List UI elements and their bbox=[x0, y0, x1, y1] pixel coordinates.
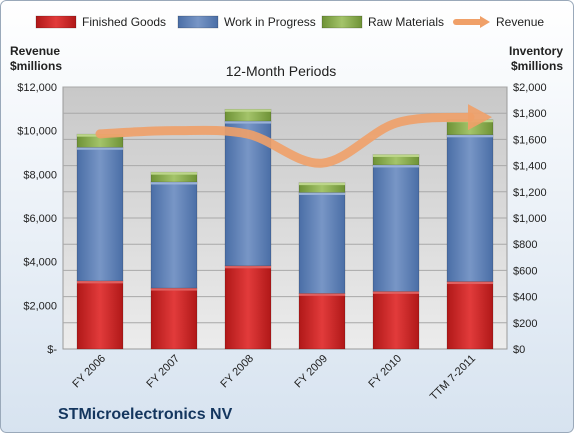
work-in-progress-bar bbox=[373, 165, 419, 291]
left-tick-label: $- bbox=[47, 344, 57, 356]
right-tick-label: $1,800 bbox=[513, 108, 547, 120]
right-axis-title-line2: $millions bbox=[511, 59, 563, 73]
left-axis-title-line2: $millions bbox=[10, 59, 62, 73]
finished-goods-bar bbox=[151, 288, 197, 349]
right-tick-label: $800 bbox=[513, 239, 537, 251]
finished-goods-bar-cap bbox=[77, 281, 123, 284]
finished-goods-bar bbox=[77, 281, 123, 349]
finished-goods-bar bbox=[447, 282, 493, 349]
right-tick-label: $1,200 bbox=[513, 187, 547, 199]
finished-goods-bar-cap bbox=[151, 288, 197, 291]
right-tick-label: $1,600 bbox=[513, 134, 547, 146]
left-axis-title-line1: Revenue bbox=[10, 44, 60, 58]
work-in-progress-bar-cap bbox=[447, 135, 493, 138]
right-tick-label: $1,000 bbox=[513, 213, 547, 225]
left-tick-label: $2,000 bbox=[23, 300, 57, 312]
right-tick-label: $1,400 bbox=[513, 161, 547, 173]
finished-goods-bar bbox=[373, 291, 419, 349]
raw-materials-bar-cap bbox=[299, 183, 345, 186]
raw-materials-bar-cap bbox=[225, 109, 271, 112]
finished-goods-bar-cap bbox=[299, 293, 345, 296]
left-tick-label: $4,000 bbox=[23, 257, 57, 269]
finished-goods-bar bbox=[225, 266, 271, 349]
right-tick-label: $0 bbox=[513, 344, 525, 356]
left-tick-label: $6,000 bbox=[23, 213, 57, 225]
finished-goods-bar bbox=[299, 293, 345, 349]
legend-label: Finished Goods bbox=[82, 15, 166, 29]
right-tick-label: $2,000 bbox=[513, 82, 547, 94]
left-tick-label: $8,000 bbox=[23, 169, 57, 181]
left-tick-label: $10,000 bbox=[17, 126, 57, 138]
work-in-progress-bar bbox=[447, 135, 493, 282]
raw-materials-bar-cap bbox=[373, 154, 419, 157]
finished-goods-bar-cap bbox=[447, 282, 493, 285]
left-tick-label: $12,000 bbox=[17, 82, 57, 94]
work-in-progress-bar-cap bbox=[77, 147, 123, 150]
right-tick-label: $400 bbox=[513, 292, 537, 304]
right-tick-label: $200 bbox=[513, 318, 537, 330]
work-in-progress-bar-cap bbox=[373, 165, 419, 168]
work-in-progress-bar bbox=[299, 192, 345, 293]
legend-label: Raw Materials bbox=[368, 15, 444, 29]
raw-materials-bar-cap bbox=[151, 172, 197, 175]
right-axis-title-line1: Inventory bbox=[509, 44, 563, 58]
finished-goods-bar-cap bbox=[225, 266, 271, 269]
work-in-progress-bar bbox=[151, 182, 197, 288]
legend-swatch-work-in-progress-bar bbox=[178, 16, 218, 28]
legend-swatch-raw-materials-bar bbox=[322, 16, 362, 28]
chart-title: 12-Month Periods bbox=[226, 63, 337, 79]
right-tick-label: $600 bbox=[513, 265, 537, 277]
legend-swatch-finished-goods-bar bbox=[36, 16, 76, 28]
legend-label: Work in Progress bbox=[224, 15, 316, 29]
finished-goods-bar-cap bbox=[373, 291, 419, 294]
work-in-progress-bar-cap bbox=[299, 192, 345, 195]
legend-label: Revenue bbox=[496, 15, 544, 29]
work-in-progress-bar-cap bbox=[151, 182, 197, 185]
work-in-progress-bar bbox=[77, 147, 123, 281]
company-name: STMicroelectronics NV bbox=[58, 406, 233, 423]
work-in-progress-bar-cap bbox=[225, 121, 271, 124]
